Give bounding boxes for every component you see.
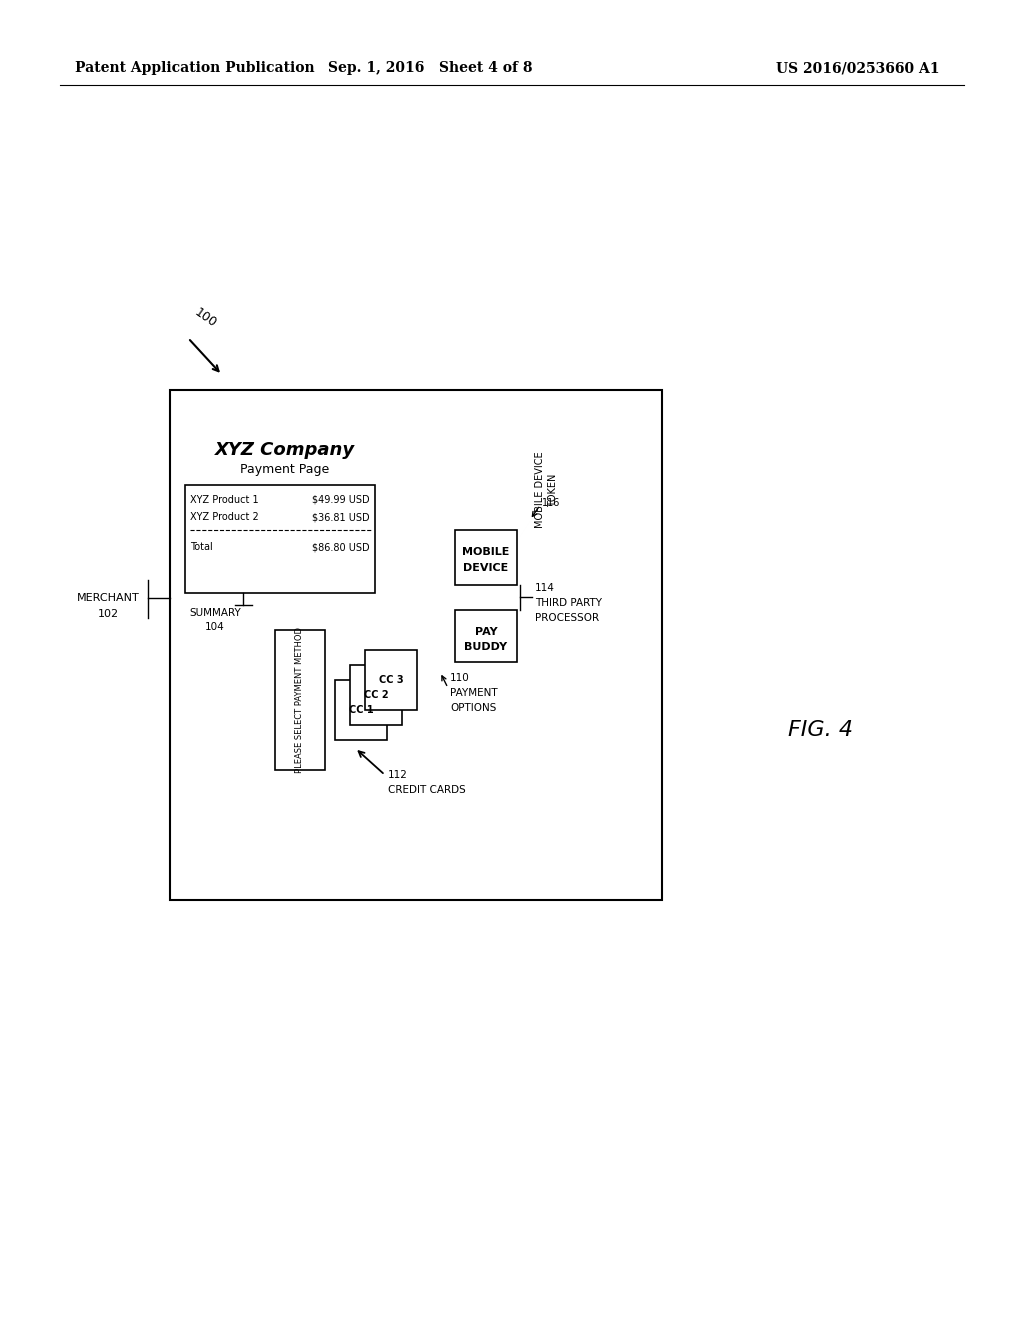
Text: MOBILE DEVICE: MOBILE DEVICE bbox=[535, 451, 545, 528]
Text: CC 1: CC 1 bbox=[349, 705, 374, 715]
Text: DEVICE: DEVICE bbox=[464, 564, 509, 573]
Text: 102: 102 bbox=[97, 609, 119, 619]
Text: XYZ Company: XYZ Company bbox=[215, 441, 355, 459]
Text: MERCHANT: MERCHANT bbox=[77, 593, 139, 603]
Text: PROCESSOR: PROCESSOR bbox=[535, 612, 599, 623]
Bar bbox=[275, 630, 325, 770]
Text: XYZ Product 1: XYZ Product 1 bbox=[190, 495, 259, 506]
Text: CREDIT CARDS: CREDIT CARDS bbox=[388, 785, 466, 795]
Text: PAYMENT: PAYMENT bbox=[450, 688, 498, 698]
Text: Patent Application Publication: Patent Application Publication bbox=[75, 61, 314, 75]
Text: 100: 100 bbox=[193, 306, 219, 330]
Text: CC 2: CC 2 bbox=[364, 690, 388, 700]
Text: $36.81 USD: $36.81 USD bbox=[312, 512, 370, 521]
Text: Total: Total bbox=[190, 543, 213, 552]
Bar bbox=[185, 484, 375, 593]
Text: US 2016/0253660 A1: US 2016/0253660 A1 bbox=[776, 61, 940, 75]
Text: 112: 112 bbox=[388, 770, 408, 780]
Text: MOBILE: MOBILE bbox=[462, 546, 510, 557]
Text: FIG. 4: FIG. 4 bbox=[787, 719, 853, 741]
Bar bbox=[455, 610, 517, 663]
Text: SUMMARY: SUMMARY bbox=[189, 609, 241, 618]
Text: 104: 104 bbox=[205, 622, 225, 632]
Text: CC 3: CC 3 bbox=[379, 675, 403, 685]
Text: 114: 114 bbox=[535, 583, 555, 593]
Text: PLEASE SELECT PAYMENT METHOD: PLEASE SELECT PAYMENT METHOD bbox=[296, 627, 304, 774]
Bar bbox=[350, 665, 402, 725]
Text: BUDDY: BUDDY bbox=[465, 642, 508, 652]
Bar bbox=[335, 680, 387, 741]
Text: 116: 116 bbox=[542, 498, 560, 508]
Text: Sep. 1, 2016   Sheet 4 of 8: Sep. 1, 2016 Sheet 4 of 8 bbox=[328, 61, 532, 75]
Bar bbox=[365, 649, 417, 710]
Text: Payment Page: Payment Page bbox=[241, 463, 330, 477]
Text: TOKEN: TOKEN bbox=[548, 474, 558, 507]
Text: THIRD PARTY: THIRD PARTY bbox=[535, 598, 602, 609]
Text: $86.80 USD: $86.80 USD bbox=[312, 543, 370, 552]
Text: $49.99 USD: $49.99 USD bbox=[312, 495, 370, 506]
Text: OPTIONS: OPTIONS bbox=[450, 704, 497, 713]
Bar bbox=[170, 389, 662, 900]
Text: 110: 110 bbox=[450, 673, 470, 682]
Text: PAY: PAY bbox=[475, 627, 498, 638]
Bar bbox=[455, 531, 517, 585]
Text: XYZ Product 2: XYZ Product 2 bbox=[190, 512, 259, 521]
